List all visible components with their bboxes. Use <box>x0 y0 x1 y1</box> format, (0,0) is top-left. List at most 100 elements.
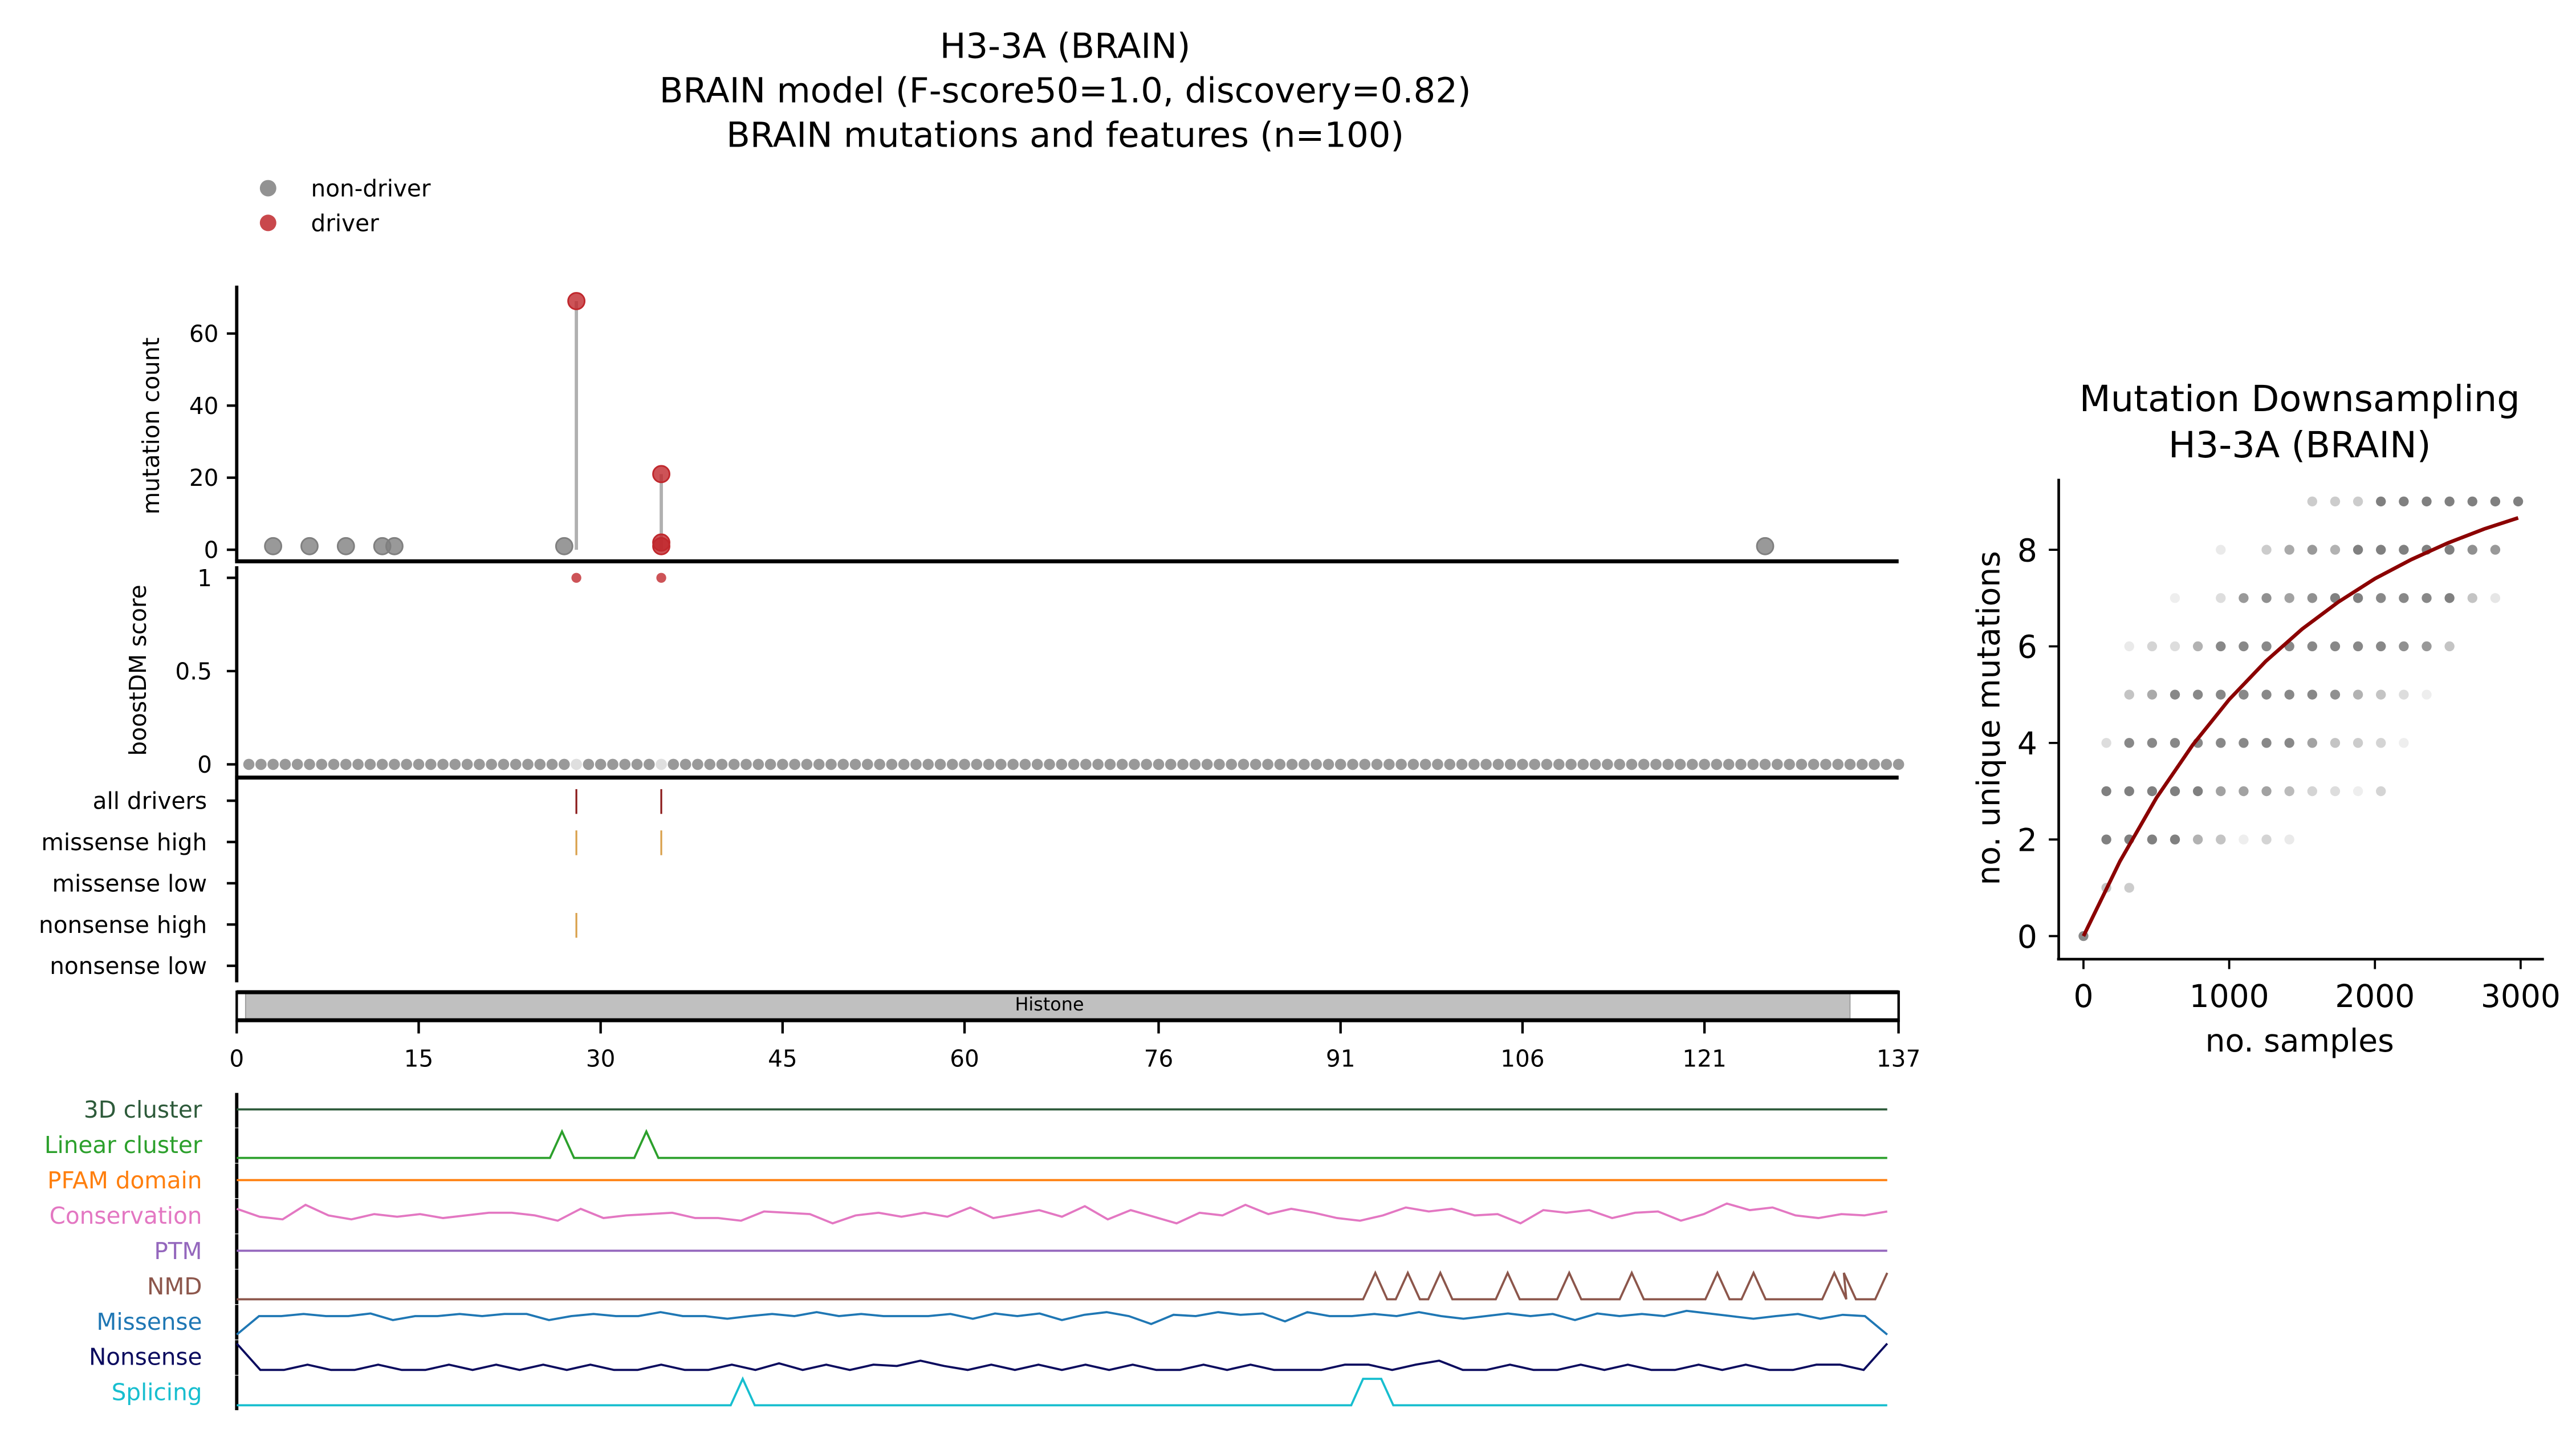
legend: non-driver driver <box>259 175 431 237</box>
downsampling-point <box>2216 545 2226 555</box>
y-tick-label: 6 <box>2017 629 2037 665</box>
downsampling-point <box>2170 834 2180 845</box>
boostdm-score-point <box>631 758 643 770</box>
boostdm-score-point <box>340 758 352 770</box>
x-tick-label: 45 <box>768 1045 797 1072</box>
boostdm-score-point <box>934 758 946 770</box>
x-tick-label: 91 <box>1326 1045 1356 1072</box>
boostdm-score-point <box>595 758 607 770</box>
downsampling-point <box>2261 641 2272 652</box>
boostdm-score-point <box>1238 758 1250 770</box>
boostdm-score-point <box>534 758 546 770</box>
boostdm-score-point <box>874 758 885 770</box>
non-driver-point <box>555 537 573 555</box>
track-label: nonsense high <box>39 911 207 939</box>
downsampling-point <box>2192 786 2203 797</box>
downsampling-point <box>2261 545 2272 555</box>
boostdm-score-point <box>983 758 995 770</box>
boostdm-score-point <box>643 758 655 770</box>
downsampling-point <box>2216 593 2226 603</box>
downsampling-point <box>2376 593 2386 603</box>
downsampling-point <box>2467 496 2477 507</box>
boostdm-score-point <box>728 758 740 770</box>
boostdm-score-point <box>1796 758 1808 770</box>
boostdm-score-point <box>1407 758 1419 770</box>
downsampling-point <box>2330 786 2341 797</box>
x-tick-label: 0 <box>2073 978 2093 1014</box>
downsampling-point <box>2399 545 2409 555</box>
boostdm-score-point <box>1395 758 1407 770</box>
boostdm-score-point <box>1019 758 1031 770</box>
boostdm-score-point <box>558 758 570 770</box>
boostdm-score-point <box>583 758 595 770</box>
downsampling-point <box>2399 496 2409 507</box>
main-title-line-3: BRAIN mutations and features (n=100) <box>726 116 1404 156</box>
downsampling-point <box>2376 738 2386 748</box>
x-tick-label: 2000 <box>2335 978 2415 1014</box>
downsampling-point <box>2376 689 2386 700</box>
track-label: missense low <box>52 870 207 897</box>
downsampling-point <box>2170 593 2180 603</box>
boostdm-score-point <box>1444 758 1456 770</box>
downsampling-point <box>2284 689 2294 700</box>
main-title: H3-3A (BRAIN) BRAIN model (F-score50=1.0… <box>660 26 1471 155</box>
boostdm-score-point <box>1432 758 1443 770</box>
downsampling-point <box>2101 834 2111 845</box>
downsampling-point <box>2422 593 2432 603</box>
downsampling-point <box>2307 786 2318 797</box>
boostdm-score-point <box>849 758 861 770</box>
downsampling-title-line-2: H3-3A (BRAIN) <box>2168 424 2431 466</box>
feature-label: Nonsense <box>89 1343 202 1371</box>
boostdm-score-point <box>1165 758 1177 770</box>
boostdm-score-point <box>1517 758 1528 770</box>
downsampling-point <box>2124 883 2134 893</box>
x-tick-label: 30 <box>586 1045 616 1072</box>
boostdm-score-point <box>1359 758 1371 770</box>
boostdm-score-point <box>1820 758 1832 770</box>
feature-label: Linear cluster <box>44 1131 202 1159</box>
downsampling-point <box>2284 738 2294 748</box>
boostdm-score-point <box>413 758 425 770</box>
boostdm-panel: 00.51 <box>175 565 1904 780</box>
boostdm-score-point <box>1286 758 1298 770</box>
boostdm-score-point <box>328 758 340 770</box>
boostdm-score-point <box>1141 758 1153 770</box>
mutation-count-panel: 0 20 40 60 <box>189 285 1899 564</box>
boostdm-score-point <box>1699 758 1710 770</box>
boostdm-score-point <box>1626 758 1638 770</box>
non-driver-point <box>336 537 355 555</box>
y-tick-label: 2 <box>2017 822 2037 858</box>
downsampling-point <box>2353 786 2363 797</box>
feature-label: PTM <box>154 1237 202 1265</box>
x-tick-label: 15 <box>404 1045 434 1072</box>
boostdm-score-point <box>1808 758 1820 770</box>
downsampling-point <box>2147 834 2158 845</box>
boostdm-score-point <box>704 758 716 770</box>
boostdm-score-point <box>486 758 497 770</box>
boostdm-score-point <box>474 758 485 770</box>
driver-point <box>652 537 670 555</box>
boostdm-score-point <box>425 758 437 770</box>
downsampling-point <box>2307 545 2318 555</box>
legend-marker-driver <box>259 214 276 232</box>
boostdm-score-point <box>304 758 315 770</box>
downsampling-point <box>2467 593 2477 603</box>
downsampling-point <box>2170 641 2180 652</box>
domain-label: Histone <box>1015 993 1084 1015</box>
downsampling-point <box>2513 496 2524 507</box>
boostdm-score-point <box>752 758 764 770</box>
boostdm-score-point <box>1553 758 1565 770</box>
downsampling-point <box>2261 593 2272 603</box>
boostdm-score-point <box>971 758 983 770</box>
y-tick-label: 8 <box>2017 532 2037 569</box>
boostdm-score-point <box>1844 758 1856 770</box>
boostdm-score-point <box>607 758 618 770</box>
downsampling-point <box>2307 593 2318 603</box>
y-tick-label: 20 <box>189 464 219 492</box>
boostdm-score-point <box>498 758 510 770</box>
downsampling-point <box>2330 545 2341 555</box>
x-tick-label: 60 <box>950 1045 979 1072</box>
downsampling-point <box>2239 641 2249 652</box>
downsampling-point <box>2216 641 2226 652</box>
downsampling-point <box>2444 545 2455 555</box>
